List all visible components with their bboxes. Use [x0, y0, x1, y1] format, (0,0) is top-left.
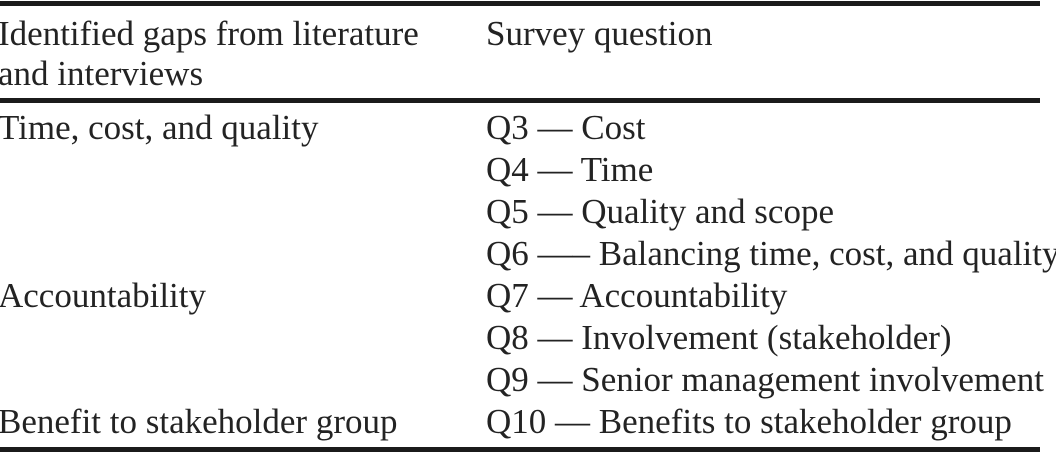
- question-cell: Q3 — Cost: [486, 108, 646, 147]
- table-header-row: Identified gaps from literature and inte…: [0, 6, 1056, 98]
- gap-cell: Time, cost, and quality: [0, 108, 319, 147]
- table-bottom-rule: [0, 447, 1040, 452]
- gap-cell: [0, 359, 486, 401]
- gap-cell: Benefit to stakeholder group: [0, 402, 398, 441]
- table-row: Q5 — Quality and scope: [0, 191, 1056, 233]
- table-body: Time, cost, and quality Q3 — Cost Q4 — Tim…: [0, 103, 1056, 447]
- table-row: Benefit to stakeholder group Q10 — Benefi…: [0, 401, 1056, 443]
- table-row: Time, cost, and quality Q3 — Cost: [0, 107, 1056, 149]
- column-header-survey: Survey question: [486, 14, 1056, 94]
- column-header-gaps-line2: and interviews: [0, 54, 204, 93]
- table-row: Accountability Q7 — Accountability: [0, 275, 1056, 317]
- table-row: Q9 — Senior management involvement: [0, 359, 1056, 401]
- question-cell: Q9 — Senior management involvement: [486, 360, 1044, 399]
- table-top-rule: [0, 1, 1040, 6]
- question-cell: Q5 — Quality and scope: [486, 192, 834, 231]
- column-header-gaps-line1: Identified gaps from literature: [0, 14, 419, 53]
- column-header-gaps: Identified gaps from literature and inte…: [0, 14, 486, 94]
- table-row: Q4 — Time: [0, 149, 1056, 191]
- gap-cell: [0, 191, 486, 233]
- table-row: Q6 —– Balancing time, cost, and quality: [0, 233, 1056, 275]
- question-cell: Q6 —– Balancing time, cost, and quality: [486, 234, 1056, 273]
- question-cell: Q7 — Accountability: [486, 276, 788, 315]
- gap-cell: [0, 317, 486, 359]
- question-cell: Q10 — Benefits to stakeholder group: [486, 402, 1012, 441]
- table-header-rule: [0, 98, 1040, 103]
- gap-cell: Accountability: [0, 276, 207, 315]
- gap-cell: [0, 149, 486, 191]
- table-row: Q8 — Involvement (stakeholder): [0, 317, 1056, 359]
- gap-cell: [0, 233, 486, 275]
- question-cell: Q4 — Time: [486, 150, 654, 189]
- question-cell: Q8 — Involvement (stakeholder): [486, 318, 952, 357]
- column-header-survey-label: Survey question: [486, 14, 713, 53]
